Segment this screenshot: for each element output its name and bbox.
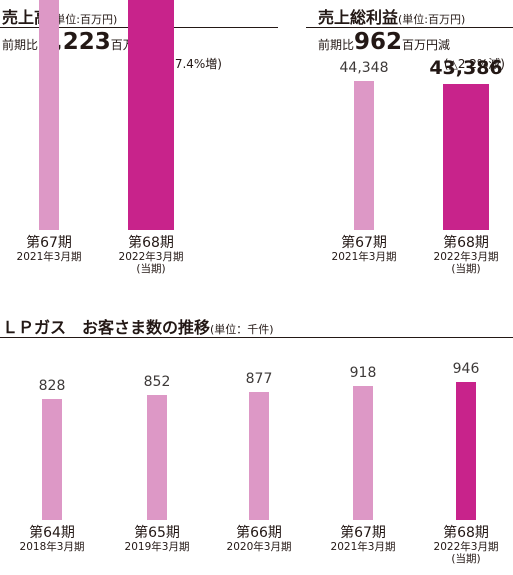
bar-1-0 xyxy=(354,80,374,230)
value-label-2-3: 918 xyxy=(349,364,377,381)
sales-delta-value: 5,223 xyxy=(38,29,111,55)
value-label-2-1: 852 xyxy=(143,374,171,391)
profit-delta: 前期比962百万円減 xyxy=(318,29,450,55)
category-period-0-1: 第68期 xyxy=(128,235,174,251)
bar-1-1 xyxy=(443,84,489,230)
lpg-unit: (単位：千件) xyxy=(210,323,274,336)
sales-delta-unit: 百万円増 xyxy=(110,38,159,52)
sales-delta-label: 前期比 xyxy=(2,38,39,52)
category-label-2-3: 第67期 2021年3月期 xyxy=(331,525,396,553)
profit-delta-pct: (△2.2%減) xyxy=(443,57,505,71)
sales-title: 売上高(単位:百万円) xyxy=(2,4,117,28)
category-period-1-1: 第68期 xyxy=(443,235,489,251)
category-label-2-0: 第64期 2018年3月期 xyxy=(20,525,85,553)
category-date-1-1: 2022年3月期 xyxy=(433,251,499,264)
bar-2-2 xyxy=(249,391,269,520)
category-date-2-3: 2021年3月期 xyxy=(330,541,396,554)
category-date-0-1: 2022年3月期 xyxy=(118,251,184,264)
sales-delta: 前期比5,223百万円増 xyxy=(2,29,159,55)
value-label-1-0: 44,348 xyxy=(339,59,389,76)
bar-2-3 xyxy=(353,385,373,520)
category-period-2-1: 第65期 xyxy=(134,525,180,541)
sales-unit: (単位:百万円) xyxy=(50,13,118,26)
category-note-0-1: (当期) xyxy=(136,263,166,276)
category-date-2-4: 2022年3月期 xyxy=(433,541,499,554)
profit-delta-unit: 百万円減 xyxy=(402,38,451,52)
profit-rule xyxy=(306,27,513,28)
category-note-2-4: (当期) xyxy=(451,553,481,566)
profit-delta-label: 前期比 xyxy=(318,38,355,52)
value-label-2-2: 877 xyxy=(245,370,273,387)
profit-title: 売上総利益(単位:百万円) xyxy=(318,4,465,28)
category-period-2-2: 第66期 xyxy=(236,525,282,541)
category-label-2-2: 第66期 2020年3月期 xyxy=(227,525,292,553)
category-label-1-0: 第67期 2021年3月期 xyxy=(332,235,397,263)
category-period-2-3: 第67期 xyxy=(340,525,386,541)
value-label-2-0: 828 xyxy=(38,377,66,394)
category-date-2-1: 2019年3月期 xyxy=(124,541,190,554)
category-label-1-1: 第68期 2022年3月期 (当期) xyxy=(434,235,499,275)
profit-unit: (単位:百万円) xyxy=(398,13,466,26)
bar-2-1 xyxy=(147,395,167,520)
bar-2-4 xyxy=(456,381,476,520)
category-label-2-1: 第65期 2019年3月期 xyxy=(125,525,190,553)
category-label-0-1: 第68期 2022年3月期 (当期) xyxy=(119,235,184,275)
lpg-title-text: ＬＰガス お客さま数の推移 xyxy=(2,318,211,337)
sales-title-text: 売上高 xyxy=(2,8,51,27)
category-label-2-4: 第68期 2022年3月期 (当期) xyxy=(434,525,499,565)
profit-title-text: 売上総利益 xyxy=(318,8,399,27)
category-period-0-0: 第67期 xyxy=(26,235,72,251)
category-period-2-0: 第64期 xyxy=(29,525,75,541)
profit-delta-value: 962 xyxy=(354,29,403,55)
value-label-2-4: 946 xyxy=(452,360,480,377)
category-date-0-0: 2021年3月期 xyxy=(16,251,82,264)
category-date-2-0: 2018年3月期 xyxy=(19,541,85,554)
category-note-1-1: (当期) xyxy=(451,263,481,276)
sales-rule xyxy=(0,27,278,28)
lpg-rule xyxy=(0,337,513,338)
bar-2-0 xyxy=(42,398,62,520)
sales-delta-pct: (7.4%増) xyxy=(170,57,222,71)
category-period-1-0: 第67期 xyxy=(341,235,387,251)
lpg-title: ＬＰガス お客さま数の推移(単位：千件) xyxy=(2,314,274,338)
category-label-0-0: 第67期 2021年3月期 xyxy=(17,235,82,263)
category-date-2-2: 2020年3月期 xyxy=(226,541,292,554)
category-date-1-0: 2021年3月期 xyxy=(331,251,397,264)
category-period-2-4: 第68期 xyxy=(443,525,489,541)
